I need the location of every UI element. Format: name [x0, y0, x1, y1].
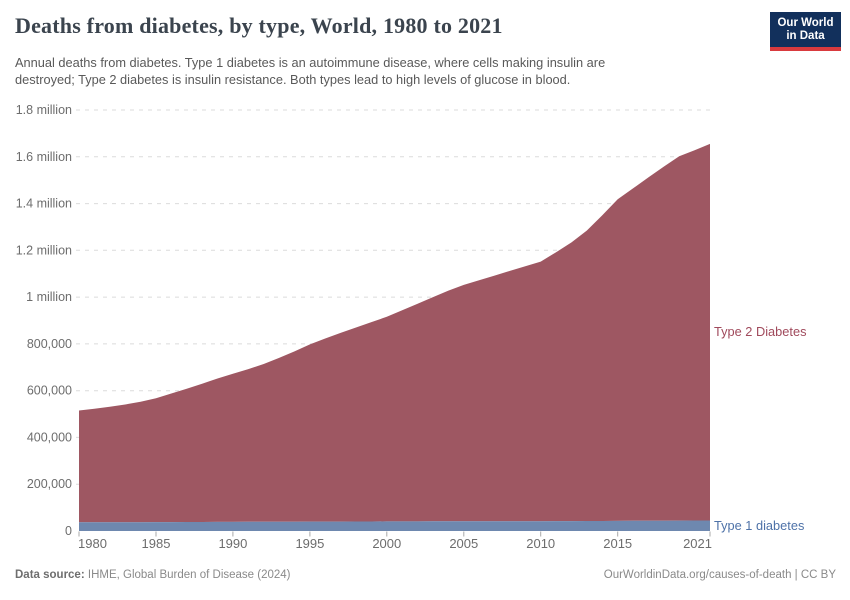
- y-tick-label: 400,000: [27, 430, 72, 444]
- x-axis-labels: 1980 1985 1990 1995 2000 2005 2010 2015 2021: [78, 536, 712, 551]
- subtitle-line-2: destroyed; Type 2 diabetes is insulin re…: [15, 72, 571, 87]
- footer-source-label: Data source:: [15, 569, 85, 581]
- x-tick-label: 1995: [295, 536, 324, 551]
- x-axis-ticks: [78, 531, 711, 537]
- x-tick-label: 1980: [78, 536, 107, 551]
- series-label-type2: Type 2 Diabetes: [714, 324, 807, 340]
- footer-source-value: IHME, Global Burden of Disease (2024): [87, 569, 291, 581]
- y-tick-label: 200,000: [27, 477, 72, 491]
- footer-attribution: OurWorldinData.org/causes-of-death | CC …: [603, 569, 836, 581]
- y-axis-labels: 0 200,000 400,000 600,000 800,000 1 million 1.…: [16, 103, 72, 538]
- subtitle-line-1: Annual deaths from diabetes. Type 1 diab…: [15, 55, 606, 70]
- y-tick-label: 1.2 million: [16, 243, 72, 257]
- footer-source: Data source: IHME, Global Burden of Dise…: [15, 569, 291, 581]
- y-tick-label: 1.6 million: [16, 150, 72, 164]
- y-tick-label: 1.8 million: [16, 103, 72, 117]
- type1-area[interactable]: [79, 520, 710, 532]
- y-tick-label: 800,000: [27, 337, 72, 351]
- y-tick-label: 600,000: [27, 384, 72, 398]
- series-label-type1: Type 1 diabetes: [714, 517, 805, 533]
- y-tick-label: 1 million: [26, 290, 72, 304]
- y-tick-label: 0: [65, 524, 72, 538]
- chart-subtitle: Annual deaths from diabetes. Type 1 diab…: [15, 54, 605, 88]
- logo-line-2: in Data: [786, 30, 825, 42]
- x-tick-label: 1990: [218, 536, 247, 551]
- logo-line-1: Our World: [777, 17, 834, 29]
- page-title: Deaths from diabetes, by type, World, 19…: [15, 13, 503, 38]
- x-tick-label: 2000: [372, 536, 401, 551]
- x-tick-label: 2010: [526, 536, 555, 551]
- x-tick-label: 1985: [142, 536, 171, 551]
- x-tick-label: 2015: [603, 536, 632, 551]
- x-tick-label: 2021: [683, 536, 712, 551]
- owid-logo: Our World in Data: [770, 12, 841, 51]
- type2-area[interactable]: [79, 143, 710, 523]
- x-tick-label: 2005: [449, 536, 478, 551]
- y-tick-label: 1.4 million: [16, 197, 72, 211]
